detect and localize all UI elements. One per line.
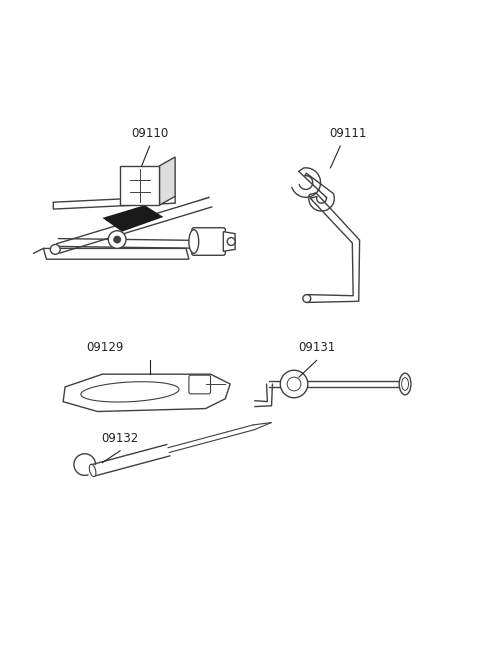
- Polygon shape: [223, 232, 235, 252]
- Polygon shape: [91, 445, 170, 476]
- Ellipse shape: [81, 382, 179, 402]
- Polygon shape: [63, 374, 230, 411]
- Polygon shape: [57, 198, 212, 253]
- Text: 09111: 09111: [329, 127, 367, 140]
- FancyBboxPatch shape: [192, 228, 225, 255]
- Polygon shape: [255, 384, 273, 407]
- Polygon shape: [168, 425, 254, 453]
- Circle shape: [113, 236, 121, 244]
- Ellipse shape: [399, 373, 411, 395]
- Circle shape: [50, 244, 60, 254]
- Text: 09131: 09131: [298, 341, 335, 354]
- Polygon shape: [120, 166, 159, 205]
- Circle shape: [287, 377, 301, 391]
- Text: 09132: 09132: [101, 432, 139, 445]
- FancyBboxPatch shape: [189, 375, 211, 394]
- Circle shape: [108, 231, 126, 248]
- Circle shape: [280, 370, 308, 398]
- Ellipse shape: [89, 464, 96, 477]
- Polygon shape: [58, 238, 209, 248]
- Ellipse shape: [402, 378, 408, 390]
- Text: 09129: 09129: [87, 341, 124, 354]
- Circle shape: [303, 295, 311, 303]
- Text: 09110: 09110: [131, 127, 168, 140]
- Polygon shape: [292, 168, 360, 303]
- Polygon shape: [53, 196, 175, 209]
- Polygon shape: [269, 381, 402, 388]
- Circle shape: [227, 238, 235, 246]
- Polygon shape: [159, 157, 175, 205]
- Polygon shape: [102, 205, 163, 232]
- Ellipse shape: [189, 230, 199, 253]
- Polygon shape: [44, 248, 189, 259]
